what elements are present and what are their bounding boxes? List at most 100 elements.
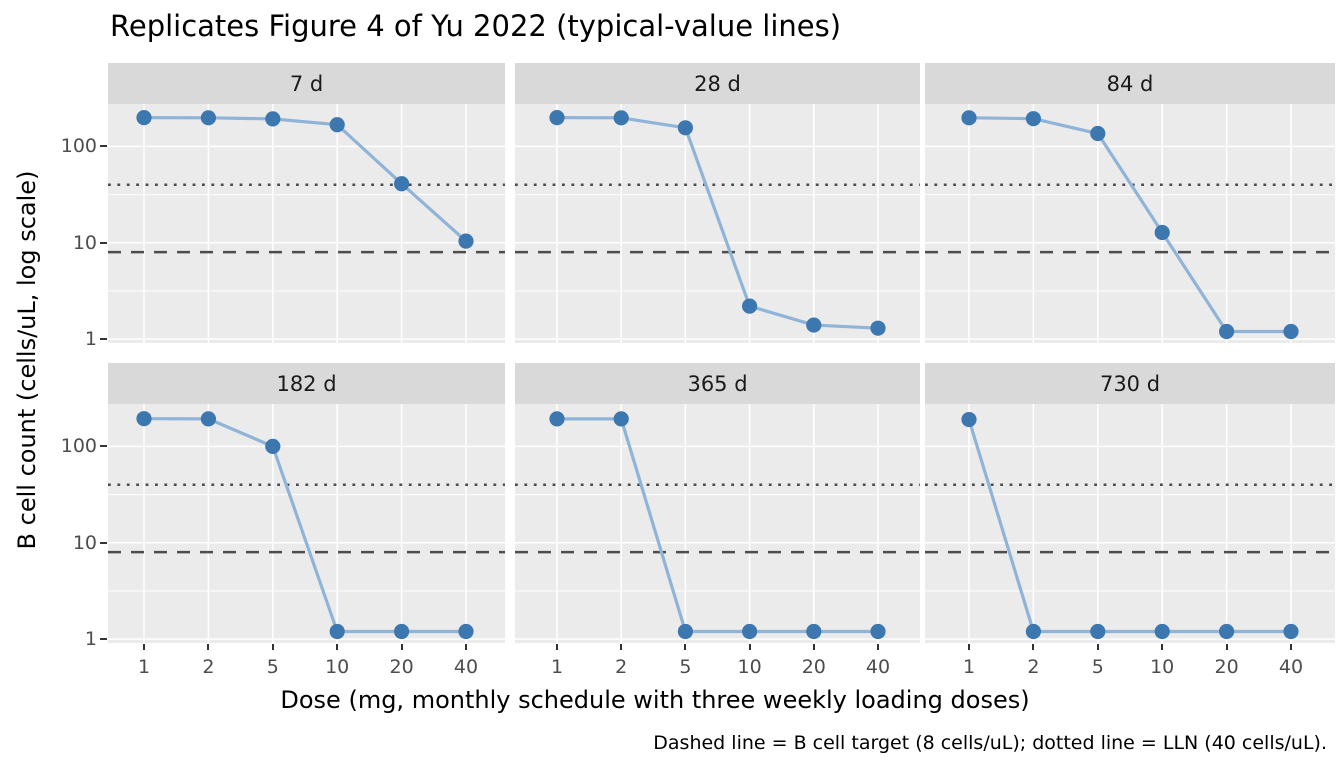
x-tick-label: 10 — [737, 656, 762, 678]
y-tick-label: 1 — [84, 628, 97, 651]
x-tick-label: 2 — [1027, 656, 1040, 678]
data-point — [1219, 623, 1235, 640]
y-tick-mark — [100, 445, 107, 448]
facet-plot-area — [925, 104, 1335, 343]
data-point — [742, 623, 758, 640]
x-axis-title: Dose (mg, monthly schedule with three we… — [280, 686, 1030, 714]
data-point — [613, 411, 629, 427]
data-point — [1219, 323, 1235, 340]
facet-strip-label: 84 d — [925, 63, 1335, 104]
x-tick-mark — [1032, 644, 1035, 650]
x-tick-label: 10 — [325, 656, 350, 678]
facet-365d: 365 d — [515, 363, 920, 643]
x-tick-mark — [1290, 644, 1292, 650]
data-point — [806, 623, 822, 640]
facet-strip-label: 28 d — [515, 63, 920, 104]
y-tick-label: 100 — [60, 135, 97, 158]
data-point — [613, 110, 629, 126]
y-tick-label: 1 — [84, 328, 97, 351]
x-tick-mark — [556, 644, 558, 650]
x-tick-mark — [1225, 644, 1228, 650]
data-point — [806, 317, 822, 333]
y-tick-label: 100 — [60, 435, 97, 458]
data-point — [394, 623, 410, 640]
data-point — [1283, 323, 1299, 340]
facet-730d: 730 d — [925, 363, 1335, 643]
facet-84d: 84 d — [925, 63, 1335, 343]
x-tick-label: 40 — [1278, 656, 1304, 678]
facet-strip-label: 365 d — [515, 363, 920, 404]
y-tick-label: 10 — [72, 531, 97, 554]
data-point — [1090, 125, 1106, 142]
facet-plot-area — [108, 104, 505, 343]
x-tick-label: 10 — [1150, 656, 1175, 678]
x-tick-mark — [143, 644, 145, 650]
x-tick-mark — [336, 644, 339, 650]
data-point — [961, 411, 977, 428]
y-tick-mark — [100, 338, 107, 341]
panel-background — [925, 404, 1335, 643]
data-point — [961, 110, 977, 126]
data-point — [394, 176, 410, 192]
x-tick-label: 5 — [266, 656, 279, 678]
x-tick-label: 1 — [550, 656, 564, 678]
y-tick-mark — [100, 241, 107, 244]
facet-plot-area — [515, 404, 920, 643]
facet-strip-label: 730 d — [925, 363, 1335, 404]
series-line — [143, 417, 466, 634]
data-point — [1154, 623, 1170, 640]
data-point — [549, 110, 565, 126]
x-tick-label: 20 — [801, 656, 826, 678]
x-tick-label: 20 — [389, 656, 414, 678]
y-tick-label: 10 — [72, 231, 97, 254]
data-point — [200, 411, 216, 427]
y-tick-mark — [100, 541, 107, 544]
y-tick-mark — [100, 145, 107, 148]
panel-background — [108, 104, 505, 343]
x-tick-mark — [1161, 644, 1164, 650]
x-tick-label: 40 — [865, 656, 891, 678]
data-point — [870, 320, 886, 336]
facet-plot-area — [925, 404, 1335, 643]
panel-background — [515, 104, 920, 343]
x-tick-label: 1 — [962, 656, 976, 678]
data-point — [1154, 224, 1170, 241]
data-point — [200, 110, 216, 126]
facet-strip-label: 182 d — [108, 363, 505, 404]
data-point — [1283, 623, 1299, 640]
series-line — [557, 417, 878, 634]
x-tick-mark — [620, 644, 623, 650]
data-point — [1025, 111, 1041, 127]
y-axis-title: B cell count (cells/uL, log scale) — [13, 170, 41, 550]
data-point — [265, 438, 281, 455]
facet-28d: 28 d — [515, 63, 920, 343]
data-point — [458, 233, 474, 249]
data-point — [549, 411, 565, 427]
data-point — [742, 298, 758, 314]
data-point — [136, 411, 152, 427]
data-point — [677, 120, 693, 136]
data-point — [1090, 623, 1106, 640]
series-line — [967, 419, 1291, 634]
x-tick-mark — [968, 644, 970, 650]
series-line — [556, 116, 879, 330]
caption: Dashed line = B cell target (8 cells/uL)… — [653, 732, 1327, 754]
facet-7d: 7 d — [108, 63, 505, 343]
x-tick-label: 2 — [615, 656, 628, 678]
series-line — [143, 116, 468, 243]
x-tick-label: 5 — [679, 656, 692, 678]
panel-background — [108, 404, 505, 643]
facet-plot-area — [108, 404, 505, 643]
x-tick-label: 40 — [453, 656, 479, 678]
x-tick-mark — [877, 644, 879, 650]
data-point — [870, 623, 886, 640]
panel-background — [515, 404, 920, 643]
x-tick-mark — [684, 644, 687, 650]
facet-strip-label: 7 d — [108, 63, 505, 104]
data-point — [1025, 623, 1041, 640]
data-point — [329, 623, 345, 640]
facet-182d: 182 d — [108, 363, 505, 643]
data-point — [458, 623, 474, 640]
chart-title: Replicates Figure 4 of Yu 2022 (typical-… — [110, 9, 842, 43]
x-tick-mark — [1096, 644, 1099, 650]
